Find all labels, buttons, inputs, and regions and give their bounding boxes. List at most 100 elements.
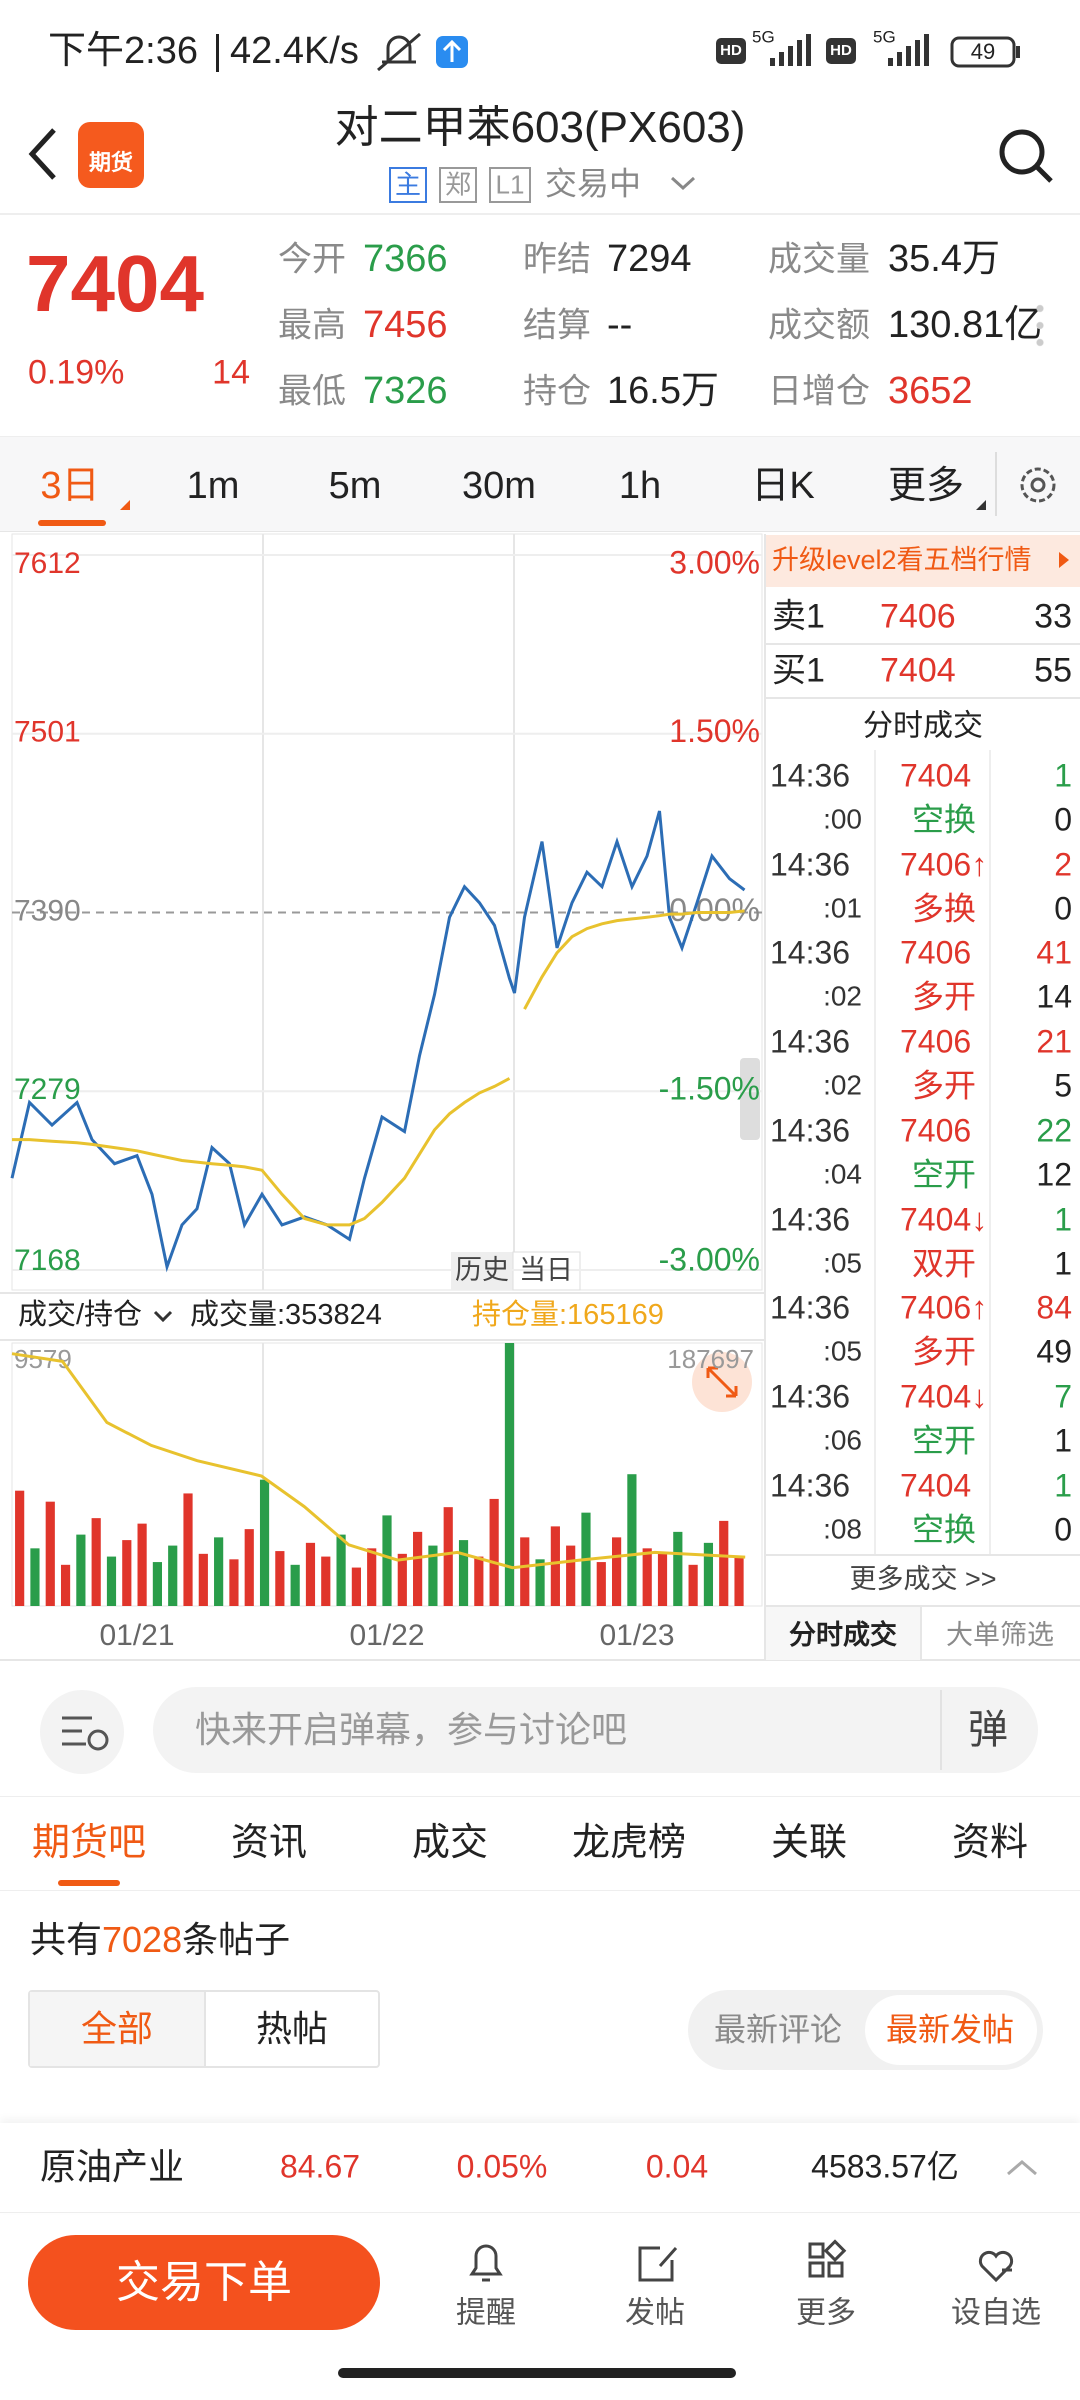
period-tab[interactable]: 3日 [40, 465, 100, 508]
nav-item[interactable]: 发帖 [625, 2296, 685, 2330]
panel-tab-bg [766, 1607, 920, 1660]
volume-bar [474, 1556, 484, 1606]
trade-button[interactable] [28, 2235, 380, 2330]
battery-outline [950, 36, 1016, 68]
trade-type-volume: 12 [1036, 1156, 1072, 1193]
post-count: 共有7028条帖子 [30, 1920, 290, 1960]
period-tab[interactable]: 1h [618, 465, 662, 508]
change-percent: 0.19% [28, 353, 125, 392]
danmu-input[interactable] [153, 1687, 1038, 1773]
ticker-change-percent: 0.05% [456, 2148, 548, 2185]
volume-bar [122, 1540, 132, 1606]
section-tab[interactable]: 龙虎榜 [571, 1822, 687, 1865]
buy-label: 买1 [772, 651, 825, 690]
volume-bar [550, 1526, 560, 1606]
y-tick-label: 7168 [14, 1244, 81, 1277]
trade-type: 多开 [912, 1333, 977, 1370]
trade-button-label[interactable]: 交易下单 [116, 2257, 292, 2307]
toggle[interactable]: 当日 [519, 1255, 573, 1286]
side-handle[interactable] [740, 1058, 760, 1140]
trade-second: :04 [823, 1158, 862, 1190]
net-label: HD [830, 41, 852, 59]
trade-type: 空换 [912, 1511, 977, 1547]
settings-button[interactable] [1020, 467, 1056, 503]
volume-bar [642, 1548, 652, 1606]
section-tab[interactable]: 资料 [951, 1822, 1029, 1865]
open-interest-line [11, 1352, 746, 1570]
trade-time: 14:36 [770, 846, 851, 883]
period-tab[interactable]: 更多 [887, 465, 965, 508]
panel-tab[interactable]: 分时成交 [789, 1620, 897, 1651]
logo-text: 期货 [88, 149, 134, 175]
filter[interactable]: 热帖 [255, 2008, 329, 2050]
danmu-button[interactable]: 弹 [968, 1708, 1008, 1752]
ticker-amount: 4583.57亿 [811, 2148, 959, 2185]
sort-option[interactable]: 最新评论 [713, 2011, 843, 2048]
battery-tip [1016, 46, 1020, 58]
period-bar [0, 436, 1080, 532]
sort-option[interactable]: 最新发帖 [885, 2011, 1015, 2048]
volume-bar [183, 1493, 193, 1606]
net-label: HD [720, 41, 742, 59]
state-chevron[interactable] [670, 176, 696, 191]
nav-item[interactable]: 更多 [796, 2296, 856, 2330]
field-label: 最高 [278, 306, 346, 345]
section-tab[interactable]: 关联 [770, 1822, 848, 1865]
tab-corner [120, 500, 130, 510]
volume-selector[interactable]: 成交/持仓 [18, 1299, 143, 1332]
change: 14 [212, 353, 250, 392]
section-tab[interactable]: 期货吧 [31, 1822, 147, 1865]
danmu-placeholder[interactable]: 快来开启弹幕，参与讨论吧 [195, 1709, 628, 1751]
trade-type: 空开 [912, 1156, 977, 1193]
period-tab[interactable]: 1m [186, 465, 240, 508]
bell-icon [469, 2244, 503, 2282]
period-tab[interactable]: 30m [462, 465, 536, 508]
volume-bar [504, 1343, 515, 1606]
trade-type-volume: 14 [1036, 978, 1072, 1015]
chart: 761275017390727971683.00%1.50%0.00%-1.50… [0, 533, 1080, 1661]
filter[interactable]: 全部 [80, 2008, 154, 2050]
volume-bar [137, 1523, 147, 1606]
back-button[interactable] [28, 128, 56, 180]
filter-group [28, 1990, 380, 2068]
header-icons [0, 122, 1080, 215]
trade-type: 空开 [912, 1422, 977, 1459]
x-tick-label: 01/21 [99, 1619, 174, 1652]
trade-volume: 22 [1036, 1112, 1072, 1149]
volume-bar [612, 1537, 622, 1606]
trade-volume: 2 [1054, 846, 1072, 883]
field-value: 7456 [363, 304, 448, 347]
volume-bar [382, 1515, 392, 1606]
period-tab[interactable]: 日K [751, 465, 815, 508]
status-separator [216, 34, 219, 72]
trade-time: 14:36 [770, 1112, 851, 1149]
promo-text[interactable]: 升级level2看五档行情 [772, 545, 1032, 576]
section-tab[interactable]: 成交 [411, 1822, 489, 1865]
ticker-bar[interactable] [0, 2123, 1080, 2213]
price-frame [11, 533, 763, 1291]
field-label: 昨结 [523, 240, 591, 279]
trade-volume: 1 [1054, 1200, 1072, 1237]
selector-chevron[interactable] [153, 1310, 173, 1323]
toggle[interactable]: 历史 [455, 1255, 509, 1286]
volume-bar [275, 1551, 285, 1606]
trade-type-volume: 1 [1054, 1422, 1072, 1459]
hd-badge [716, 38, 746, 64]
trade-price: 7406↑ [900, 846, 988, 883]
more-trades[interactable]: 更多成交 >> [849, 1564, 997, 1595]
promo-bar[interactable] [766, 535, 1080, 587]
section-tab[interactable]: 资讯 [230, 1822, 308, 1865]
nav-item[interactable]: 提醒 [456, 2296, 516, 2330]
last-price: 7404 [26, 239, 204, 328]
trade-time: 14:36 [770, 1378, 851, 1415]
search-button[interactable] [999, 129, 1045, 175]
volume-bar [443, 1507, 453, 1606]
tab-underline [38, 520, 106, 526]
panel-tab[interactable]: 大单筛选 [946, 1620, 1054, 1651]
volume-label: 成交量:353824 [190, 1299, 382, 1332]
more-dots[interactable] [1036, 300, 1044, 352]
nav-item[interactable]: 设自选 [951, 2296, 1041, 2330]
volume-bar [15, 1490, 25, 1606]
period-tab[interactable]: 5m [328, 465, 382, 508]
